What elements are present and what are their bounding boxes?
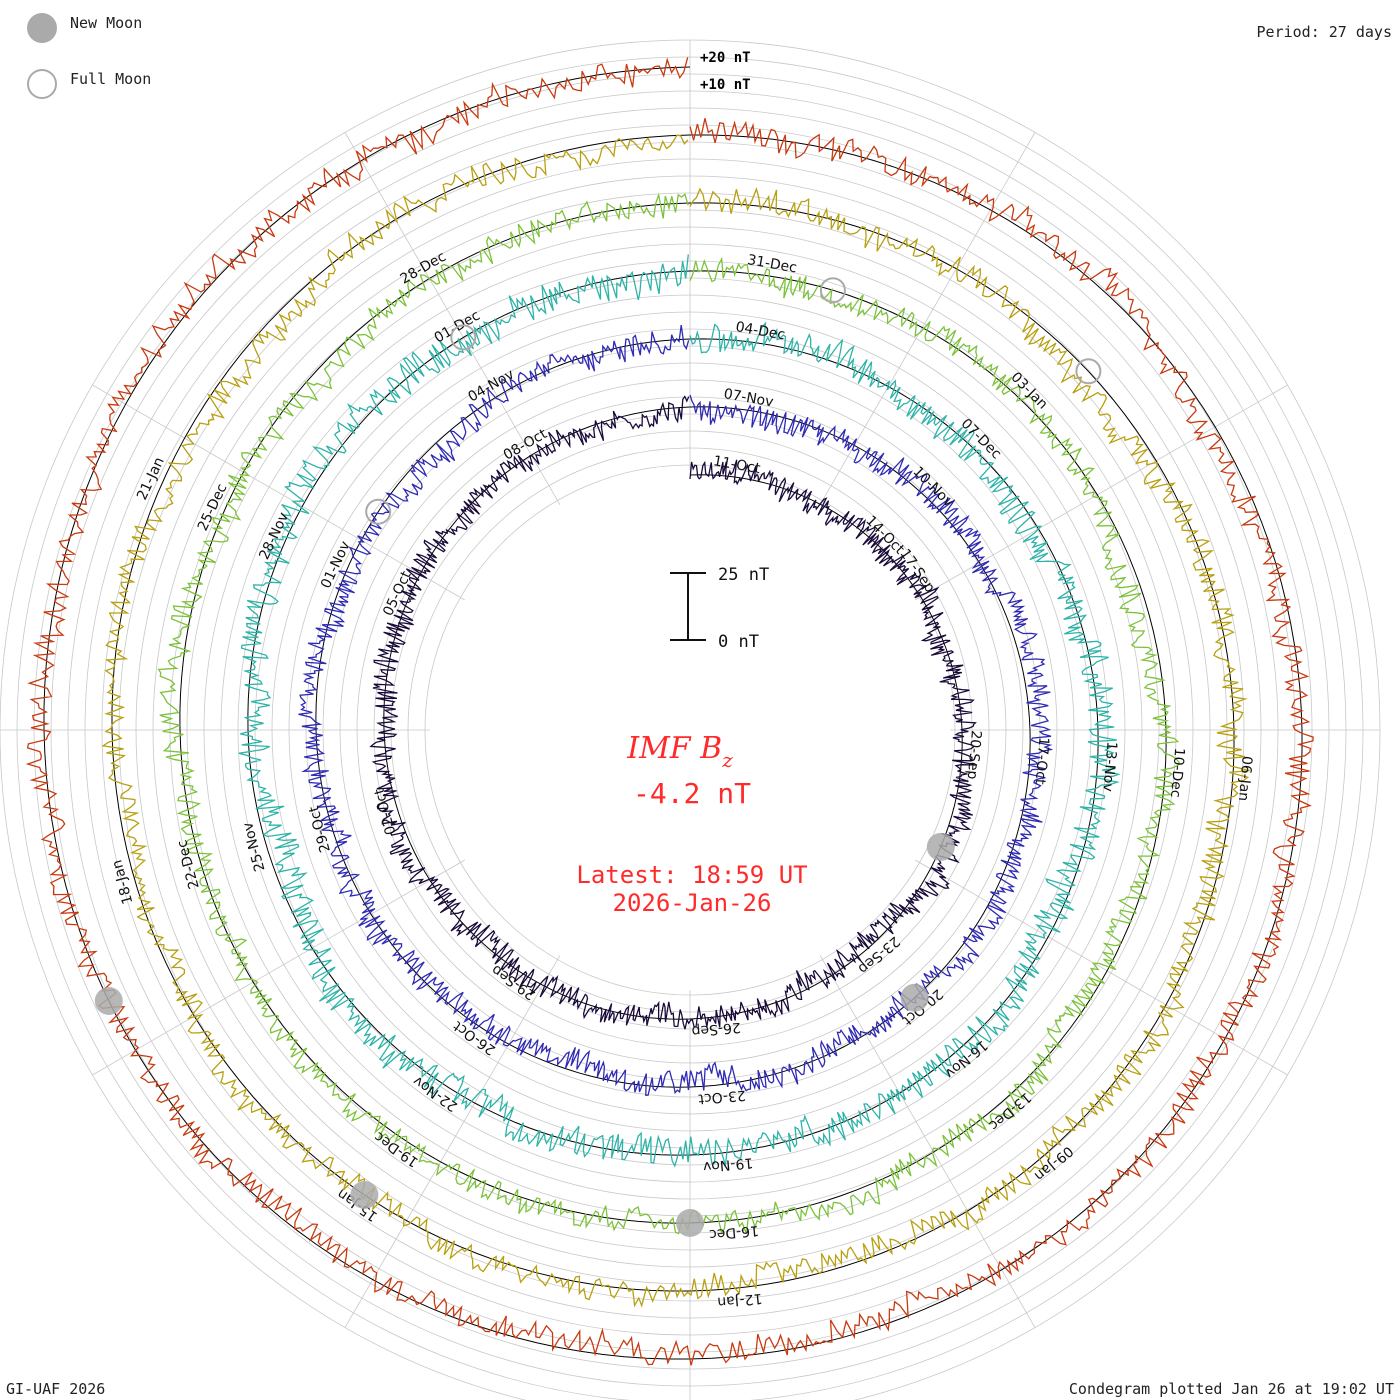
full-moon-legend-label: Full Moon bbox=[70, 70, 151, 88]
ring-label-plus20: +20 nT bbox=[700, 50, 751, 66]
footer-credit: GI-UAF 2026 bbox=[6, 1380, 105, 1398]
zero-spiral-line bbox=[43, 66, 1303, 1360]
series-line-3 bbox=[238, 254, 1121, 1168]
grid-spoke bbox=[344, 954, 561, 1328]
grid-spoke bbox=[92, 384, 466, 601]
date-label: 18-Jan bbox=[109, 858, 136, 906]
date-label: 25-Nov bbox=[240, 820, 268, 873]
date-label: 20-Sep bbox=[964, 730, 984, 781]
date-label: 31-Dec bbox=[746, 252, 798, 276]
date-label: 06-Jan bbox=[1235, 755, 1255, 801]
series-group bbox=[25, 57, 1314, 1366]
grid-spoke bbox=[92, 859, 466, 1076]
date-label: 02-Oct bbox=[372, 786, 400, 836]
grid-spoke bbox=[914, 384, 1288, 601]
grid-spoke bbox=[914, 859, 1288, 1076]
date-label: 12-Jan bbox=[717, 1290, 763, 1310]
ring-label-plus10: +10 nT bbox=[700, 77, 751, 93]
date-label: 26-Sep bbox=[691, 1019, 742, 1039]
date-label: 25-Dec bbox=[195, 481, 231, 533]
date-label: 01-Nov bbox=[318, 539, 354, 591]
grid-spoke bbox=[819, 132, 1036, 506]
latest-date: 2026-Jan-26 bbox=[613, 889, 772, 917]
moon-markers bbox=[94, 277, 1102, 1237]
date-label: 28-Nov bbox=[256, 510, 292, 562]
new-moon-marker bbox=[900, 983, 929, 1012]
date-label: 21-Jan bbox=[134, 455, 168, 503]
full-moon-legend-icon bbox=[27, 69, 57, 99]
series-line-1 bbox=[369, 395, 978, 1030]
date-label: 13-Nov bbox=[1099, 741, 1119, 792]
current-value: -4.2 nT bbox=[633, 777, 751, 810]
parameter-name: IMF Bz bbox=[626, 731, 733, 772]
series-line-2 bbox=[298, 325, 1054, 1097]
grid-spoke bbox=[344, 132, 561, 506]
grid-circle bbox=[390, 430, 990, 1030]
new-moon-marker bbox=[350, 1181, 379, 1209]
date-label: 04-Dec bbox=[734, 319, 786, 343]
date-label: 09-Jan bbox=[1031, 1142, 1076, 1183]
new-moon-marker bbox=[94, 987, 123, 1015]
grid bbox=[0, 39, 1381, 1400]
zero-spiral-line bbox=[111, 134, 1235, 1292]
series-line-6 bbox=[25, 57, 1314, 1366]
new-moon-marker bbox=[926, 832, 955, 861]
zero-spiral-line bbox=[179, 202, 1167, 1224]
new-moon-legend-label: New Moon bbox=[70, 14, 142, 32]
grid-circle bbox=[356, 396, 1024, 1064]
full-moon-marker bbox=[819, 277, 846, 304]
latest-time: Latest: 18:59 UT bbox=[576, 861, 807, 889]
series-line-5 bbox=[101, 134, 1250, 1308]
scale-bottom-label: 0 nT bbox=[718, 632, 759, 652]
new-moon-legend-icon bbox=[27, 13, 57, 43]
full-moon-marker bbox=[450, 324, 477, 351]
full-moon-marker bbox=[365, 498, 392, 525]
scale-bar bbox=[670, 572, 706, 641]
period-label: Period: 27 days bbox=[1257, 23, 1392, 41]
date-label: 23-Oct bbox=[697, 1087, 746, 1107]
scale-top-label: 25 nT bbox=[718, 565, 769, 585]
full-moon-marker bbox=[1075, 358, 1102, 385]
footer-plotted: Condegram plotted Jan 26 at 19:02 UT bbox=[1069, 1380, 1394, 1398]
zero-spiral-line bbox=[315, 338, 1031, 1088]
date-label: 10-Dec bbox=[1167, 747, 1187, 798]
date-label: 17-Oct bbox=[1032, 736, 1052, 785]
date-label: 19-Nov bbox=[702, 1154, 753, 1174]
date-label: 16-Dec bbox=[708, 1222, 759, 1242]
new-moon-marker bbox=[676, 1209, 704, 1237]
date-label: 07-Nov bbox=[722, 386, 774, 410]
grid-circle bbox=[373, 413, 1007, 1047]
zero-spiral-line bbox=[383, 406, 963, 1020]
date-label: 08-Oct bbox=[501, 426, 551, 464]
